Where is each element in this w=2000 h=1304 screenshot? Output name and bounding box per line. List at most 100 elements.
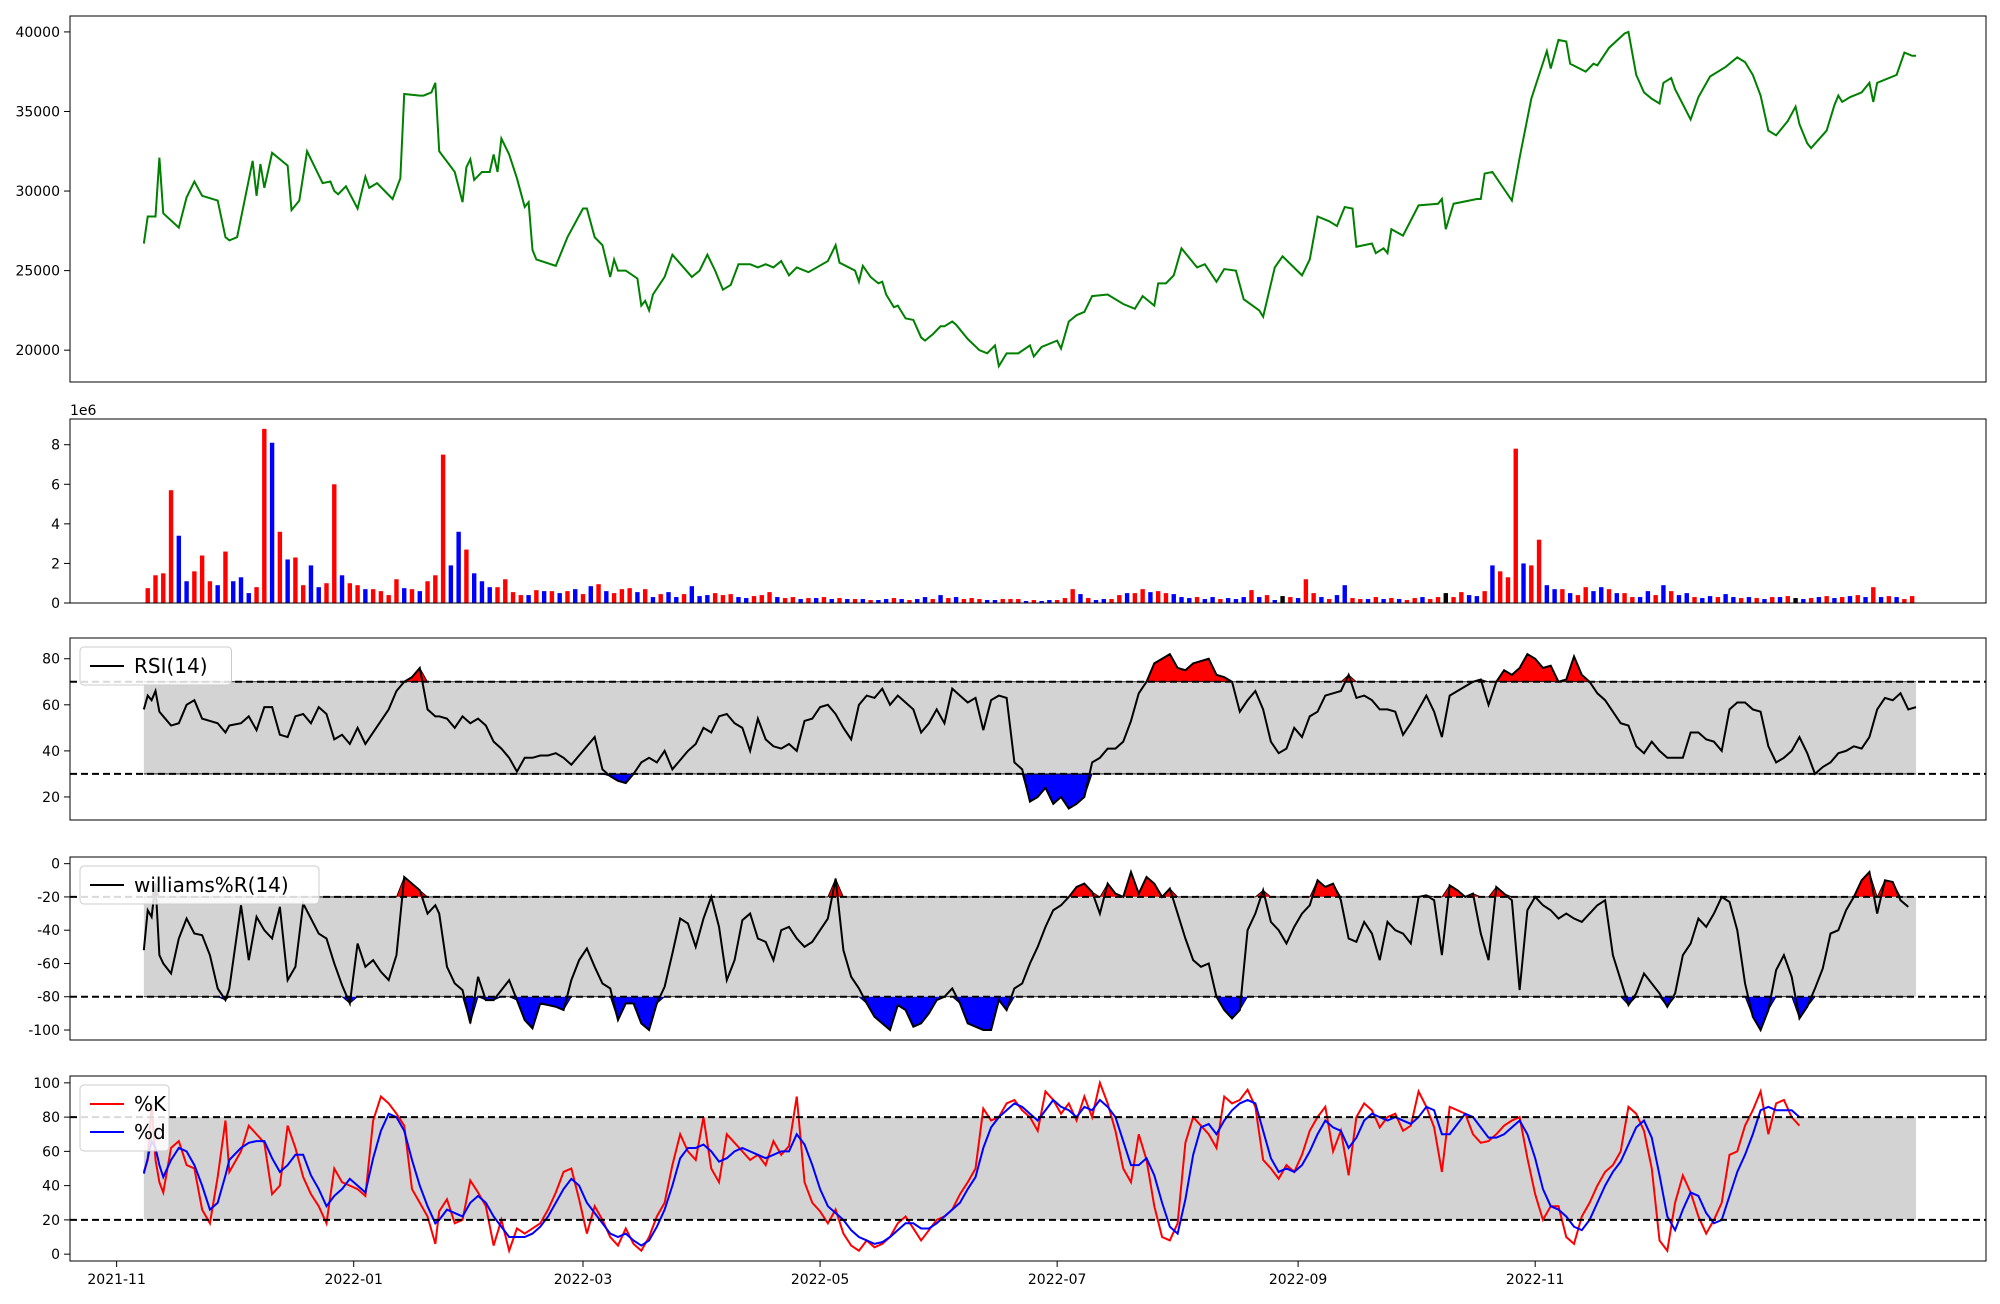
- volume-bar: [1482, 591, 1487, 603]
- volume-bar: [1909, 596, 1915, 603]
- x-tick-label: 2022-01: [324, 1272, 383, 1288]
- volume-bar: [1902, 599, 1907, 603]
- price-ytick-label: 30000: [15, 184, 60, 200]
- volume-bar: [1567, 593, 1573, 603]
- volume-bar: [1381, 599, 1386, 603]
- volume-bar: [736, 597, 741, 603]
- volume-bar: [1669, 591, 1674, 603]
- volume-bar: [969, 598, 974, 603]
- volume-bar: [1451, 597, 1456, 603]
- volume-bar: [1225, 598, 1231, 603]
- volume-bar: [1878, 597, 1884, 603]
- volume-bar: [790, 597, 796, 603]
- volume-bar: [1536, 539, 1542, 603]
- volume-bar: [518, 595, 524, 603]
- volume-bar: [471, 573, 477, 603]
- williams-ytick-label: -60: [37, 956, 60, 972]
- stochastic-k-line: [142, 1079, 1801, 1255]
- volume-bar: [938, 595, 943, 603]
- volume-bar: [417, 591, 422, 603]
- volume-bar: [907, 600, 912, 603]
- volume-bar: [1311, 593, 1316, 603]
- volume-bar: [1303, 579, 1309, 603]
- volume-bar: [775, 597, 780, 603]
- volume-bar: [604, 591, 609, 603]
- volume-bar: [503, 579, 508, 603]
- volume-bar: [705, 595, 710, 603]
- volume-bar: [1272, 600, 1277, 603]
- volume-bar: [168, 490, 174, 603]
- volume-bar: [674, 597, 679, 603]
- price-ytick-label: 25000: [15, 264, 60, 280]
- stochastic-panel: 0 20 40 60 80 100 %K %d 2021-11 2022-01 2022-03 202…: [33, 1075, 1987, 1288]
- volume-bar: [199, 555, 205, 603]
- x-tick-label: 2021-11: [87, 1272, 146, 1288]
- volume-bar: [1777, 597, 1783, 603]
- volume-bar: [386, 595, 391, 603]
- volume-bar: [1086, 598, 1091, 603]
- volume-bar: [184, 581, 189, 603]
- volume-scale-label: 1e6: [70, 403, 97, 419]
- volume-bar: [1871, 587, 1876, 603]
- stochastic-ytick-label: 60: [42, 1144, 60, 1160]
- volume-bar: [1008, 599, 1013, 603]
- volume-bar: [860, 599, 866, 603]
- stochastic-legend-label: %d: [134, 1120, 166, 1144]
- williams-ytick-label: -20: [37, 890, 60, 906]
- volume-bar: [899, 599, 904, 603]
- volume-bar: [1428, 599, 1433, 603]
- volume-bar: [1155, 591, 1161, 603]
- volume-bar: [456, 531, 461, 603]
- volume-bar: [1544, 585, 1550, 603]
- volume-bar: [1070, 589, 1075, 603]
- volume-bar: [1093, 600, 1099, 603]
- volume-bar: [1257, 597, 1262, 603]
- volume-bar: [1723, 594, 1728, 603]
- volume-bar: [510, 592, 516, 603]
- volume-bar: [487, 587, 492, 603]
- williams-ytick-label: 0: [51, 857, 60, 873]
- volume-bar: [1404, 600, 1410, 603]
- volume-bar: [751, 596, 757, 603]
- volume-bar: [440, 454, 446, 603]
- volume-bar: [1707, 596, 1713, 603]
- volume-bar: [1614, 593, 1619, 603]
- volume-ytick-label: 6: [51, 477, 60, 493]
- volume-bar: [1233, 599, 1239, 603]
- stochastic-legend-label: %K: [134, 1092, 167, 1116]
- stochastic-frame: [69, 1075, 1987, 1262]
- volume-bar: [347, 583, 353, 603]
- volume-bar: [1078, 594, 1083, 603]
- volume-bar: [1738, 598, 1744, 603]
- volume-bar: [316, 587, 321, 603]
- volume-bar: [300, 585, 306, 603]
- volume-bar: [1109, 599, 1114, 603]
- volume-bar: [409, 589, 415, 603]
- volume-bar: [1171, 594, 1176, 603]
- volume-bar: [1661, 585, 1666, 603]
- volume-bar: [1770, 597, 1775, 603]
- volume-bar: [642, 589, 648, 603]
- volume-bar: [370, 589, 376, 603]
- volume-bar: [161, 573, 166, 603]
- volume-bar: [549, 591, 555, 603]
- williams-line: [142, 868, 1909, 1033]
- volume-bar: [355, 585, 360, 603]
- williams-legend-label: williams%R(14): [134, 873, 289, 897]
- volume-bar: [650, 597, 656, 603]
- volume-bar: [1731, 597, 1736, 603]
- williams-frame: [69, 856, 1987, 1041]
- volume-bar: [1420, 597, 1425, 603]
- volume-bar: [666, 592, 671, 603]
- volume-bar: [852, 599, 858, 603]
- volume-bar: [363, 589, 368, 603]
- price-ytick-label: 35000: [15, 104, 60, 120]
- volume-bar: [557, 593, 562, 603]
- volume-plot-area: [70, 419, 1986, 603]
- volume-bar: [619, 589, 625, 603]
- volume-bar: [1023, 601, 1029, 603]
- volume-bar: [1117, 595, 1122, 603]
- volume-bar: [1575, 595, 1581, 603]
- volume-bar: [1847, 596, 1853, 603]
- x-tick-label: 2022-05: [791, 1272, 850, 1288]
